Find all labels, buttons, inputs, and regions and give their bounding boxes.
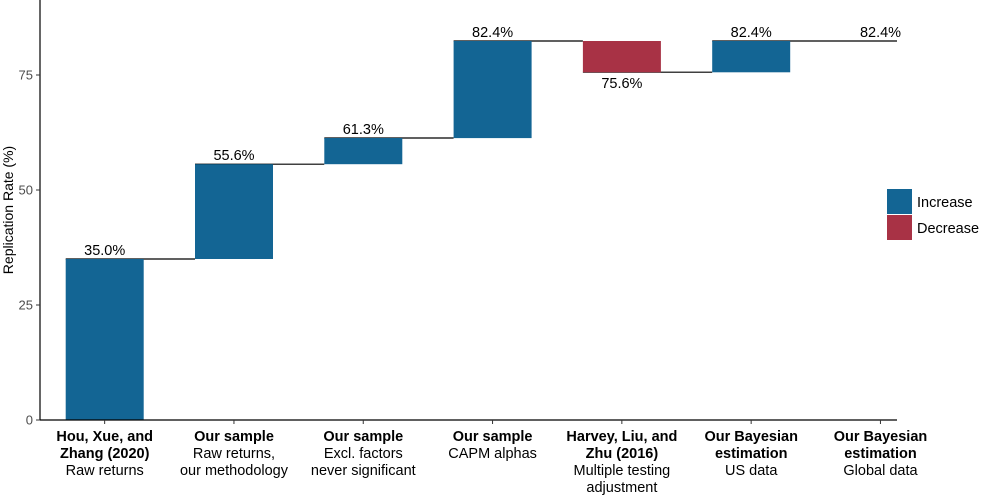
value-label-5: 75.6%: [601, 76, 642, 92]
x-category-plain-line: Multiple testing: [574, 463, 671, 479]
bar-2: [195, 164, 273, 259]
bar-4: [453, 41, 532, 139]
value-label-7: 82.4%: [860, 25, 901, 41]
bar-1: [65, 259, 144, 420]
bar-5: [582, 41, 661, 73]
x-category-plain-line: CAPM alphas: [448, 446, 537, 462]
axes: 0 25 50 75 Replication Rate (%): [0, 0, 897, 428]
x-category-bold-line: Our Bayesian: [704, 429, 798, 445]
value-label-4: 82.4%: [472, 25, 513, 41]
x-category-bold-line: Our sample: [194, 429, 274, 445]
x-category-bold-line: Zhang (2020): [60, 446, 150, 462]
y-tick-label-25: 25: [19, 298, 33, 313]
legend: Increase Decrease: [887, 189, 979, 240]
y-tick-label-75: 75: [19, 68, 33, 83]
x-category-plain-line: Raw returns: [66, 463, 144, 479]
bar-3: [324, 138, 403, 165]
x-category-bold-line: estimation: [715, 446, 788, 462]
x-category-bold-line: Our sample: [323, 429, 403, 445]
y-tick-label-0: 0: [26, 413, 33, 428]
x-category-plain-line: Raw returns,: [193, 446, 275, 462]
x-category-bold-line: Our Bayesian: [834, 429, 928, 445]
x-category-plain-line: never significant: [311, 463, 416, 479]
legend-label-increase: Increase: [917, 195, 973, 211]
x-category-plain-line: Excl. factors: [324, 446, 403, 462]
x-category-bold-line: Zhu (2016): [586, 446, 659, 462]
legend-swatch-increase: [887, 189, 912, 214]
y-tick-label-50: 50: [19, 183, 33, 198]
bars: [65, 41, 791, 420]
y-axis-title: Replication Rate (%): [0, 146, 16, 274]
value-label-3: 61.3%: [343, 122, 384, 138]
x-category-bold-line: Hou, Xue, and: [56, 429, 153, 445]
x-category-bold-line: Our sample: [453, 429, 533, 445]
x-category-plain-line: adjustment: [586, 480, 657, 495]
value-label-6: 82.4%: [731, 25, 772, 41]
legend-swatch-decrease: [887, 215, 912, 240]
x-category-plain-line: US data: [725, 463, 778, 479]
value-label-1: 35.0%: [84, 243, 125, 259]
x-category-plain-line: Global data: [843, 463, 918, 479]
value-label-2: 55.6%: [213, 148, 254, 164]
legend-label-decrease: Decrease: [917, 221, 979, 237]
value-labels: 35.0% 55.6% 61.3% 82.4% 75.6% 82.4% 82.4%: [84, 25, 901, 259]
x-category-bold-line: Harvey, Liu, and: [566, 429, 677, 445]
x-category-bold-line: estimation: [844, 446, 917, 462]
x-category-plain-line: our methodology: [180, 463, 289, 479]
bar-6: [712, 41, 791, 73]
